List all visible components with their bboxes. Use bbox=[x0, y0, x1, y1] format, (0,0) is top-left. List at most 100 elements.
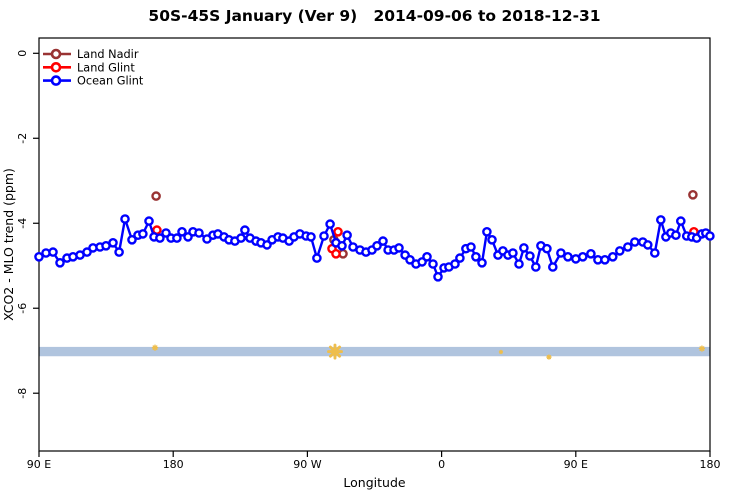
x-axis-tick-label: 90 E bbox=[564, 458, 588, 471]
ocean-glint-point bbox=[531, 262, 541, 272]
ocean-glint-point bbox=[433, 271, 443, 282]
x-axis: 90 E 180 90 W 0 90 E 180 Longitude bbox=[27, 451, 721, 490]
ocean-glint-point bbox=[319, 231, 329, 241]
ocean-glint-point bbox=[563, 251, 573, 262]
land-nadir-point bbox=[151, 191, 161, 201]
ocean-glint-point bbox=[586, 248, 596, 259]
ocean-glint-point bbox=[48, 247, 58, 257]
ocean-glint-point bbox=[643, 240, 653, 250]
land-glint-legend-circle bbox=[50, 62, 62, 73]
ocean-glint-point bbox=[487, 234, 497, 245]
legend-item-ocean-glint: Ocean Glint bbox=[43, 75, 144, 88]
x-axis-tick-label: 90 W bbox=[293, 458, 321, 471]
ocean-glint-point bbox=[676, 216, 686, 226]
ocean-glint-point bbox=[477, 257, 487, 268]
legend-item-label: Ocean Glint bbox=[77, 75, 144, 88]
ocean-glint-point bbox=[471, 251, 481, 262]
plot-title: 50S-45S January (Ver 9) 2014-09-06 to 20… bbox=[148, 7, 600, 25]
ocean-glint-point bbox=[108, 237, 118, 248]
ocean-glint-point bbox=[482, 226, 492, 237]
coverage-mark-icon bbox=[151, 344, 159, 351]
land-nadir-point bbox=[688, 189, 698, 200]
ocean-glint-point bbox=[114, 247, 124, 257]
y-axis-tick-label: -2 bbox=[16, 133, 29, 144]
ocean-glint-point bbox=[455, 253, 465, 263]
ocean-glint-point bbox=[194, 228, 204, 238]
ocean-glint-point bbox=[514, 259, 524, 269]
y-axis-tick-label: -4 bbox=[16, 218, 29, 229]
land-glint-point bbox=[333, 226, 343, 237]
coverage-mark-ray bbox=[328, 345, 342, 358]
land-nadir-legend-circle bbox=[50, 48, 62, 60]
ocean-glint-point bbox=[34, 251, 44, 262]
legend-item-land-glint: Land Glint bbox=[43, 61, 135, 74]
coverage-mark-icon bbox=[498, 349, 504, 355]
ocean-glint-legend-circle bbox=[50, 75, 62, 86]
ocean-glint-point bbox=[138, 229, 148, 239]
ocean-glint-point bbox=[428, 259, 438, 269]
coverage-mark-icon bbox=[327, 343, 343, 360]
coverage-mark-ray bbox=[699, 346, 705, 352]
ocean-glint-point bbox=[608, 251, 618, 262]
ocean-glint-point bbox=[422, 251, 432, 262]
ocean-glint-point bbox=[466, 242, 476, 252]
x-axis-tick-label: 180 bbox=[163, 458, 184, 471]
ocean-glint-point bbox=[372, 240, 382, 251]
series-ocean-glint bbox=[34, 214, 715, 282]
ocean-glint-point bbox=[240, 225, 250, 235]
ocean-glint-point bbox=[542, 243, 552, 254]
ocean-glint-point bbox=[394, 243, 404, 253]
y-axis-tick-label: 0 bbox=[16, 50, 29, 57]
y-axis-title: XCO2 - MLO trend (ppm) bbox=[1, 168, 16, 321]
ocean-glint-point bbox=[450, 259, 460, 269]
x-axis-title: Longitude bbox=[343, 475, 405, 490]
ocean-glint-point bbox=[578, 251, 588, 262]
x-axis-tick-label: 180 bbox=[700, 458, 721, 471]
ocean-glint-point bbox=[155, 233, 165, 243]
land-glint-point bbox=[331, 248, 341, 259]
ocean-glint-point bbox=[55, 257, 65, 268]
ocean-glint-point bbox=[236, 233, 246, 243]
legend-marker-icon bbox=[43, 48, 71, 60]
coverage-band bbox=[39, 346, 710, 357]
coverage-mark-icon bbox=[546, 354, 552, 360]
coverage-mark-ray bbox=[546, 354, 552, 360]
legend-item-land-nadir: Land Nadir bbox=[43, 48, 139, 61]
ocean-glint-point bbox=[623, 242, 633, 252]
ocean-glint-point bbox=[656, 215, 666, 225]
ocean-glint-point bbox=[615, 246, 625, 256]
legend-item-label: Land Nadir bbox=[77, 48, 139, 61]
ocean-glint-point bbox=[82, 247, 92, 257]
coverage-marks bbox=[151, 343, 706, 360]
ocean-glint-point bbox=[127, 234, 137, 245]
x-axis-tick-label: 0 bbox=[438, 458, 445, 471]
ocean-glint-point bbox=[650, 248, 660, 258]
ocean-glint-point bbox=[306, 232, 316, 242]
legend-marker-icon bbox=[43, 62, 71, 73]
ocean-glint-point bbox=[405, 254, 415, 265]
coverage-mark-ray bbox=[152, 345, 158, 351]
ocean-glint-point bbox=[548, 262, 558, 272]
plot-area-border bbox=[38, 37, 711, 452]
ocean-glint-point bbox=[705, 231, 715, 241]
ocean-glint-point bbox=[600, 254, 610, 265]
ocean-glint-point bbox=[556, 248, 566, 258]
ocean-glint-point bbox=[337, 240, 347, 251]
ocean-glint-point bbox=[312, 253, 322, 263]
y-axis-tick-label: -8 bbox=[16, 388, 29, 399]
coverage-mark-ray bbox=[499, 350, 503, 354]
ocean-glint-point bbox=[120, 214, 130, 224]
ocean-glint-point bbox=[519, 243, 529, 253]
ocean-glint-point bbox=[508, 248, 518, 258]
coverage-mark-icon bbox=[698, 345, 706, 352]
y-axis-tick-label: -6 bbox=[16, 303, 29, 314]
ocean-glint-point bbox=[671, 230, 681, 240]
ocean-glint-point bbox=[177, 226, 187, 237]
x-axis-tick-label: 90 E bbox=[27, 458, 51, 471]
ocean-glint-point bbox=[378, 236, 388, 246]
ocean-glint-point bbox=[172, 233, 182, 243]
ocean-glint-point bbox=[325, 219, 335, 229]
